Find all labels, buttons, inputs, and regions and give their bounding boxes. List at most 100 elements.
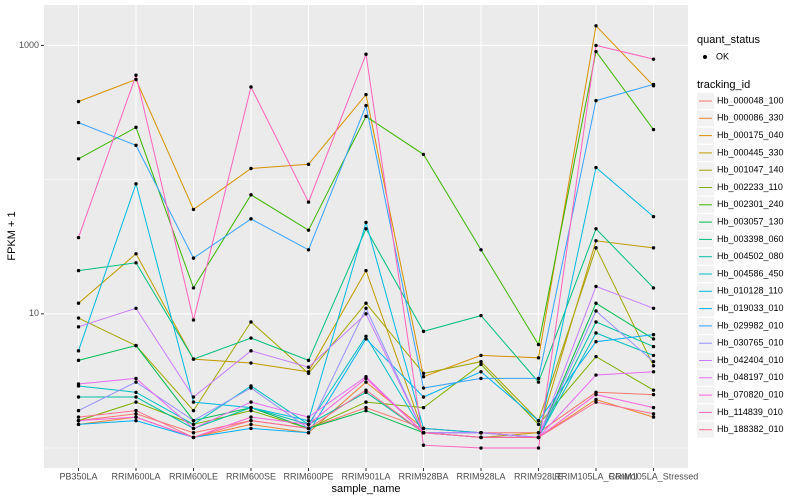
data-point [364, 337, 368, 341]
legend-title: tracking_id [697, 79, 750, 91]
legend-label: Hb_019033_010 [717, 303, 784, 313]
data-point [421, 443, 426, 447]
data-point [191, 435, 196, 440]
data-point [134, 376, 138, 381]
data-point [191, 256, 196, 260]
legend-label: Hb_001047_140 [717, 165, 784, 175]
data-point [249, 408, 253, 413]
data-point [651, 214, 656, 219]
data-point [191, 400, 196, 404]
data-point [651, 388, 656, 392]
x-tick-label: RRIM928LA [456, 471, 505, 481]
data-point [479, 362, 483, 367]
data-point [594, 227, 598, 231]
legend-label: Hb_048197_010 [717, 372, 784, 382]
data-point [364, 52, 368, 56]
x-tick-label: RRIM928LE [514, 471, 563, 481]
data-point [651, 246, 656, 250]
legend-label: Hb_070820_010 [717, 389, 784, 399]
legend-label: Hb_003057_130 [717, 216, 784, 226]
data-point [249, 349, 253, 353]
data-point [364, 103, 368, 108]
legend-label: Hb_003398_060 [717, 234, 784, 244]
data-point [421, 375, 426, 379]
data-point [651, 415, 656, 419]
data-point [651, 82, 656, 87]
data-point [536, 435, 541, 440]
data-point [134, 390, 138, 395]
data-point [594, 98, 598, 103]
data-point [249, 415, 253, 419]
x-tick-label: RRIM600LA [111, 471, 160, 481]
data-point [76, 99, 81, 104]
data-point [364, 405, 368, 410]
data-point [191, 207, 196, 212]
x-tick-label: RRIM105LA_Control [554, 471, 637, 481]
data-point [651, 286, 656, 290]
data-point [479, 313, 483, 318]
data-point [249, 422, 253, 427]
data-point [651, 344, 656, 349]
data-point [364, 114, 368, 119]
data-point [421, 386, 426, 390]
data-point [76, 235, 81, 240]
data-point [76, 349, 81, 353]
x-tick-label: RRIM901LA [341, 471, 390, 481]
data-point [191, 395, 196, 399]
data-point [364, 92, 368, 97]
data-point [191, 408, 196, 413]
data-point [249, 405, 253, 410]
data-point [191, 318, 196, 322]
data-point [76, 418, 81, 423]
data-point [594, 331, 598, 335]
data-point [249, 193, 253, 197]
legend-label: Hb_002233_110 [717, 182, 783, 192]
data-point [594, 309, 598, 313]
data-point [134, 73, 138, 77]
data-point [421, 431, 426, 435]
data-point [191, 357, 196, 361]
data-point [134, 415, 138, 419]
data-point [306, 415, 311, 419]
legend-title: quant_status [697, 34, 760, 46]
legend-point-key [703, 55, 707, 59]
data-point [536, 431, 541, 435]
data-point [76, 382, 81, 386]
data-point [421, 426, 426, 431]
data-point [479, 353, 483, 358]
data-point [364, 376, 368, 381]
data-point [76, 120, 81, 125]
data-point [421, 371, 426, 376]
x-tick-label: RRIM600SE [226, 471, 276, 481]
data-point [421, 395, 426, 399]
x-tick-label: RRIM928BA [398, 471, 448, 481]
data-point [306, 365, 311, 369]
x-tick-label: RRIM600PE [283, 471, 333, 481]
data-point [134, 143, 138, 148]
data-point [134, 412, 138, 416]
data-point [594, 246, 598, 250]
data-point [134, 306, 138, 310]
data-point [306, 358, 311, 363]
data-point [594, 284, 598, 289]
data-point [134, 125, 138, 130]
data-point [306, 422, 311, 427]
data-point [76, 422, 81, 427]
data-point [249, 166, 253, 171]
data-point [651, 364, 656, 368]
data-point [594, 392, 598, 397]
data-point [594, 320, 598, 324]
data-point [134, 182, 138, 186]
data-point [76, 157, 81, 161]
data-point [134, 395, 138, 399]
data-point [479, 431, 483, 435]
data-point [479, 446, 483, 450]
data-point [594, 397, 598, 402]
data-point [76, 301, 81, 305]
data-point [191, 426, 196, 431]
data-point [651, 405, 656, 410]
data-point [364, 408, 368, 413]
data-point [76, 268, 81, 273]
data-point [651, 392, 656, 397]
